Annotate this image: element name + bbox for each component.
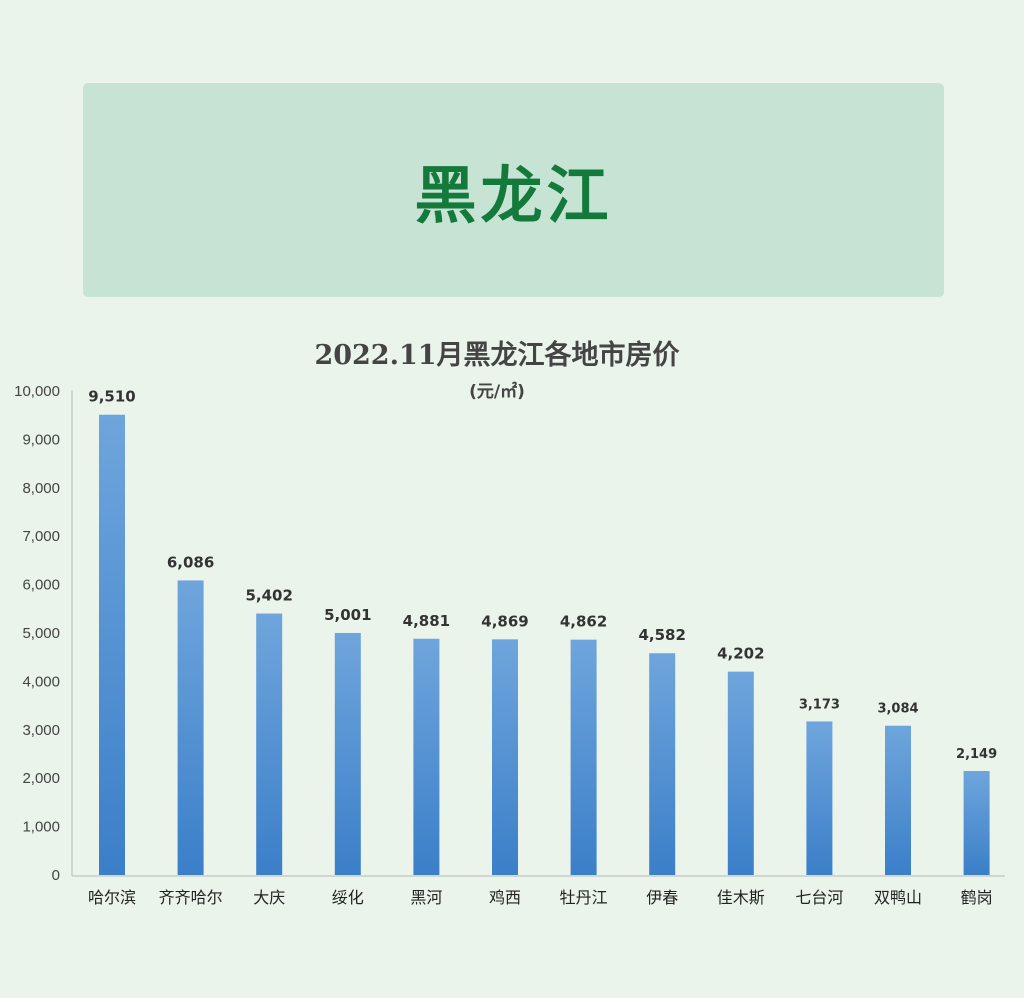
y-tick-label: 2,000 <box>22 770 60 787</box>
y-tick-label: 5,000 <box>22 625 60 642</box>
bar <box>177 580 204 875</box>
chart-title: 2022.11月黑龙江各地市房价 <box>314 339 680 371</box>
bar <box>727 671 754 875</box>
y-tick-label: 3,000 <box>22 722 60 739</box>
x-category-label: 鹤岗 <box>961 888 993 907</box>
bar <box>334 632 361 875</box>
bar-value-label: 4,202 <box>717 645 764 663</box>
bar <box>492 639 518 875</box>
bar-value-label: 3,084 <box>877 702 918 717</box>
title-banner: 黑龙江 <box>83 83 944 297</box>
bar-value-label: 4,881 <box>403 612 450 630</box>
y-tick-label: 4,000 <box>22 673 60 690</box>
x-category-label: 佳木斯 <box>717 888 765 907</box>
bar-value-label: 4,582 <box>638 626 685 644</box>
y-tick-label: 7,000 <box>22 528 60 545</box>
y-tick-label: 6,000 <box>22 577 60 594</box>
bar-value-label: 3,173 <box>799 697 840 712</box>
bar <box>413 638 440 875</box>
y-tick-label: 9,000 <box>22 431 60 448</box>
x-category-label: 鸡西 <box>489 888 521 907</box>
x-category-label: 伊春 <box>646 888 678 907</box>
banner-title: 黑龙江 <box>414 159 613 232</box>
bar-value-label: 4,862 <box>560 613 607 631</box>
bar-value-label: 2,149 <box>956 747 997 762</box>
x-category-label: 绥化 <box>332 888 364 907</box>
x-category-label: 哈尔滨 <box>88 888 136 907</box>
chart-subtitle: (元/㎡) <box>469 381 525 402</box>
x-category-label: 七台河 <box>795 888 843 907</box>
bar <box>806 721 833 875</box>
bar <box>99 414 125 875</box>
y-tick-label: 8,000 <box>22 480 60 497</box>
x-category-label: 大庆 <box>253 888 285 907</box>
x-category-label: 黑河 <box>410 888 442 907</box>
bar <box>570 639 597 875</box>
bar-value-label: 5,402 <box>245 587 292 605</box>
x-category-label: 双鸭山 <box>874 888 922 907</box>
y-tick-label: 10,000 <box>14 383 60 400</box>
bar-value-label: 5,001 <box>324 606 371 624</box>
bar-value-label: 9,510 <box>88 388 135 406</box>
bar-value-label: 4,869 <box>481 612 528 630</box>
x-category-label: 牡丹江 <box>560 888 608 907</box>
bar-value-label: 6,086 <box>167 553 214 571</box>
bar <box>649 653 676 875</box>
y-tick-label: 0 <box>52 867 60 884</box>
bar <box>256 613 283 875</box>
bar <box>963 770 990 875</box>
y-tick-label: 1,000 <box>22 819 60 836</box>
x-category-label: 齐齐哈尔 <box>159 888 223 907</box>
bar <box>885 725 911 875</box>
